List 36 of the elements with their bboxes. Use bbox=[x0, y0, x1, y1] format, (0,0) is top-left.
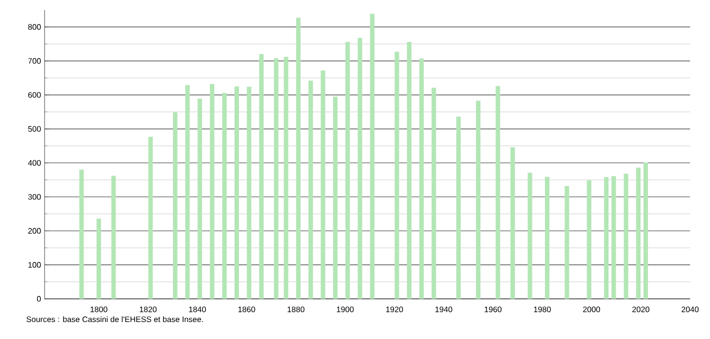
bar bbox=[586, 180, 592, 299]
bar bbox=[496, 86, 500, 299]
bar bbox=[564, 186, 570, 299]
bar bbox=[394, 52, 400, 299]
bar bbox=[419, 58, 424, 299]
bar bbox=[308, 80, 313, 299]
bar bbox=[544, 176, 550, 299]
bar bbox=[284, 57, 288, 299]
bar bbox=[476, 100, 480, 299]
bar bbox=[611, 176, 616, 299]
bar bbox=[198, 98, 202, 299]
bar bbox=[111, 176, 116, 299]
bar bbox=[345, 42, 350, 299]
bar bbox=[643, 162, 648, 299]
bar bbox=[333, 96, 338, 299]
bar bbox=[148, 136, 153, 299]
bar bbox=[246, 86, 252, 299]
bar bbox=[370, 14, 375, 299]
bar bbox=[604, 177, 609, 299]
bar bbox=[406, 42, 412, 299]
bar bbox=[510, 147, 515, 299]
bar bbox=[234, 86, 240, 299]
bar bbox=[185, 85, 190, 299]
bar bbox=[274, 58, 278, 299]
bar bbox=[624, 174, 628, 299]
bar bbox=[259, 54, 264, 299]
bar bbox=[210, 84, 214, 299]
bar bbox=[296, 18, 301, 299]
bar bbox=[172, 112, 178, 299]
bar bbox=[96, 218, 102, 299]
bar bbox=[358, 38, 362, 299]
bar bbox=[636, 168, 641, 299]
bar bbox=[222, 93, 227, 299]
bar bbox=[432, 88, 436, 299]
bar bbox=[528, 172, 532, 299]
bar bbox=[79, 170, 84, 299]
